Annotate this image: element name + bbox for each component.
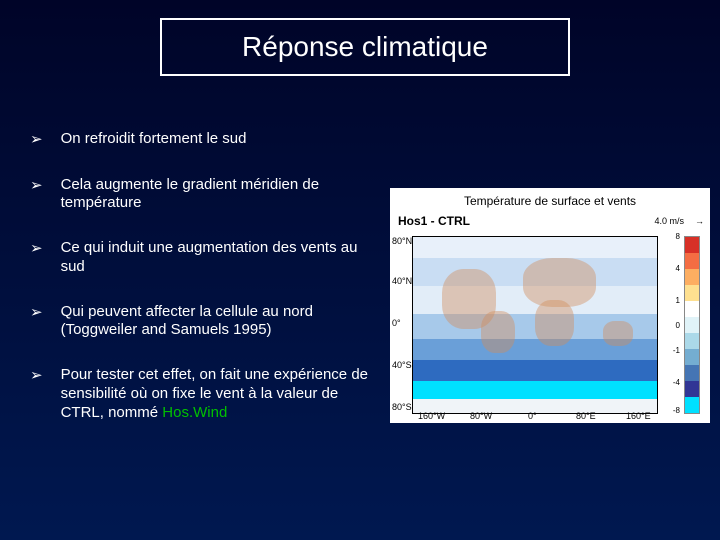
colorbar-segment bbox=[685, 397, 699, 413]
bullet-text: Ce qui induit une augmentation des vents… bbox=[61, 239, 370, 277]
bullet-marker-icon: ➢ bbox=[30, 366, 43, 386]
y-tick-label: 80°N bbox=[392, 236, 412, 246]
bullet-item: ➢ Pour tester cet effet, on fait une exp… bbox=[30, 366, 370, 422]
map-plot bbox=[412, 236, 658, 414]
bullet-marker-icon: ➢ bbox=[30, 303, 43, 323]
y-tick-label: 0° bbox=[392, 318, 401, 328]
figure-panel: Température de surface et vents Hos1 - C… bbox=[390, 188, 710, 423]
colorbar-segment bbox=[685, 301, 699, 317]
bullet-item: ➢ Ce qui induit une augmentation des ven… bbox=[30, 239, 370, 277]
colorbar-tick-label: -8 bbox=[673, 406, 680, 415]
x-tick-label: 160°E bbox=[626, 411, 651, 421]
colorbar-segment bbox=[685, 253, 699, 269]
y-tick-label: 80°S bbox=[392, 402, 412, 412]
bullet-text: Qui peuvent affecter la cellule au nord … bbox=[61, 303, 370, 341]
bullet-item: ➢ Qui peuvent affecter la cellule au nor… bbox=[30, 303, 370, 341]
colorbar-segment bbox=[685, 269, 699, 285]
lat-band bbox=[413, 237, 657, 258]
lat-band bbox=[413, 339, 657, 360]
lat-band bbox=[413, 286, 657, 314]
x-tick-label: 80°W bbox=[470, 411, 492, 421]
colorbar-tick-label: 4 bbox=[676, 264, 680, 273]
colorbar-segment bbox=[685, 237, 699, 253]
bullet-marker-icon: ➢ bbox=[30, 130, 43, 150]
lat-band bbox=[413, 360, 657, 381]
y-tick-label: 40°S bbox=[392, 360, 412, 370]
bullet-marker-icon: ➢ bbox=[30, 239, 43, 259]
colorbar-tick-label: 1 bbox=[676, 296, 680, 305]
page-title: Réponse climatique bbox=[242, 31, 488, 63]
bullet-text: Pour tester cet effet, on fait une expér… bbox=[61, 366, 370, 422]
bullet-marker-icon: ➢ bbox=[30, 176, 43, 196]
colorbar-segment bbox=[685, 365, 699, 381]
colorbar-segment bbox=[685, 333, 699, 349]
colorbar-tick-label: -1 bbox=[673, 346, 680, 355]
lat-band bbox=[413, 314, 657, 339]
x-tick-label: 160°W bbox=[418, 411, 445, 421]
title-box: Réponse climatique bbox=[160, 18, 570, 76]
x-tick-label: 80°E bbox=[576, 411, 596, 421]
colorbar-tick-label: 0 bbox=[676, 321, 680, 330]
colorbar-segment bbox=[685, 317, 699, 333]
wind-arrow-icon: → bbox=[695, 216, 704, 226]
hoswind-label: Hos.Wind bbox=[162, 404, 227, 421]
colorbar-segment bbox=[685, 285, 699, 301]
bullet-item: ➢ Cela augmente le gradient méridien de … bbox=[30, 176, 370, 214]
colorbar-tick-label: 8 bbox=[676, 232, 680, 241]
colorbar bbox=[684, 236, 700, 414]
colorbar-tick-label: -4 bbox=[673, 378, 680, 387]
bullet-text: On refroidit fortement le sud bbox=[61, 130, 247, 149]
y-tick-label: 40°N bbox=[392, 276, 412, 286]
colorbar-segment bbox=[685, 381, 699, 397]
lat-band bbox=[413, 381, 657, 399]
bullet-item: ➢ On refroidit fortement le sud bbox=[30, 130, 370, 150]
figure-title: Température de surface et vents bbox=[390, 188, 710, 208]
colorbar-segment bbox=[685, 349, 699, 365]
bullet-text: Cela augmente le gradient méridien de te… bbox=[61, 176, 370, 214]
wind-reference-label: 4.0 m/s bbox=[654, 216, 684, 226]
bullet-list: ➢ On refroidit fortement le sud ➢ Cela a… bbox=[30, 130, 370, 448]
x-tick-label: 0° bbox=[528, 411, 537, 421]
lat-band bbox=[413, 258, 657, 286]
